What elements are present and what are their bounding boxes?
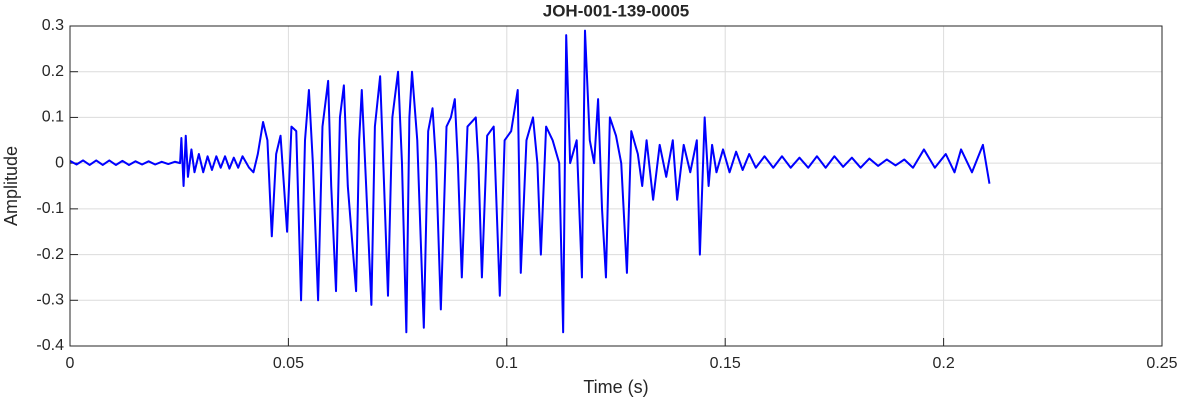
- waveform-line: [69, 29, 991, 334]
- x-tick-label: 0.1: [496, 355, 518, 372]
- y-tick-label: -0.4: [36, 337, 64, 354]
- x-tick-label: 0.05: [273, 355, 304, 372]
- y-tick-label: 0: [55, 154, 64, 171]
- y-tick-label: -0.3: [36, 292, 64, 309]
- x-tick-label: 0.25: [1146, 355, 1177, 372]
- x-tick-label: 0.2: [932, 355, 954, 372]
- axes-box: [69, 25, 1163, 347]
- y-tick-label: 0.1: [42, 109, 64, 126]
- chart-title: JOH-001-139-0005: [543, 1, 689, 20]
- x-tick-label: 0.15: [710, 355, 741, 372]
- y-tick-label: -0.2: [36, 246, 64, 263]
- y-tick-label: -0.1: [36, 200, 64, 217]
- y-tick-label: 0.2: [42, 63, 64, 80]
- y-tick-label: 0.3: [42, 17, 64, 34]
- y-axis-label: Amplitude: [1, 146, 21, 226]
- x-tick-label: 0: [66, 355, 75, 372]
- x-axis-label: Time (s): [583, 377, 648, 397]
